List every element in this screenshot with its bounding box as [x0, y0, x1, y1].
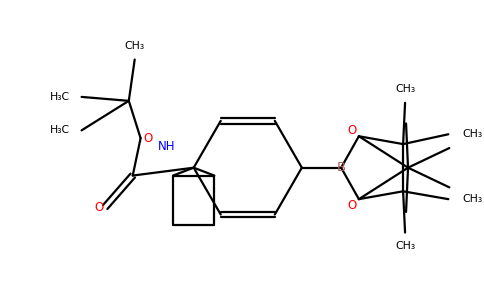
Text: H₃C: H₃C: [50, 125, 70, 135]
Text: CH₃: CH₃: [395, 84, 415, 94]
Text: H₃C: H₃C: [50, 92, 70, 102]
Text: O: O: [144, 132, 153, 145]
Text: CH₃: CH₃: [395, 242, 415, 251]
Text: CH₃: CH₃: [462, 129, 482, 139]
Text: CH₃: CH₃: [462, 194, 482, 204]
Text: O: O: [348, 199, 357, 212]
Text: O: O: [348, 124, 357, 137]
Text: CH₃: CH₃: [125, 41, 145, 51]
Text: O: O: [95, 200, 104, 214]
Text: B: B: [336, 161, 346, 174]
Text: NH: NH: [157, 140, 175, 153]
